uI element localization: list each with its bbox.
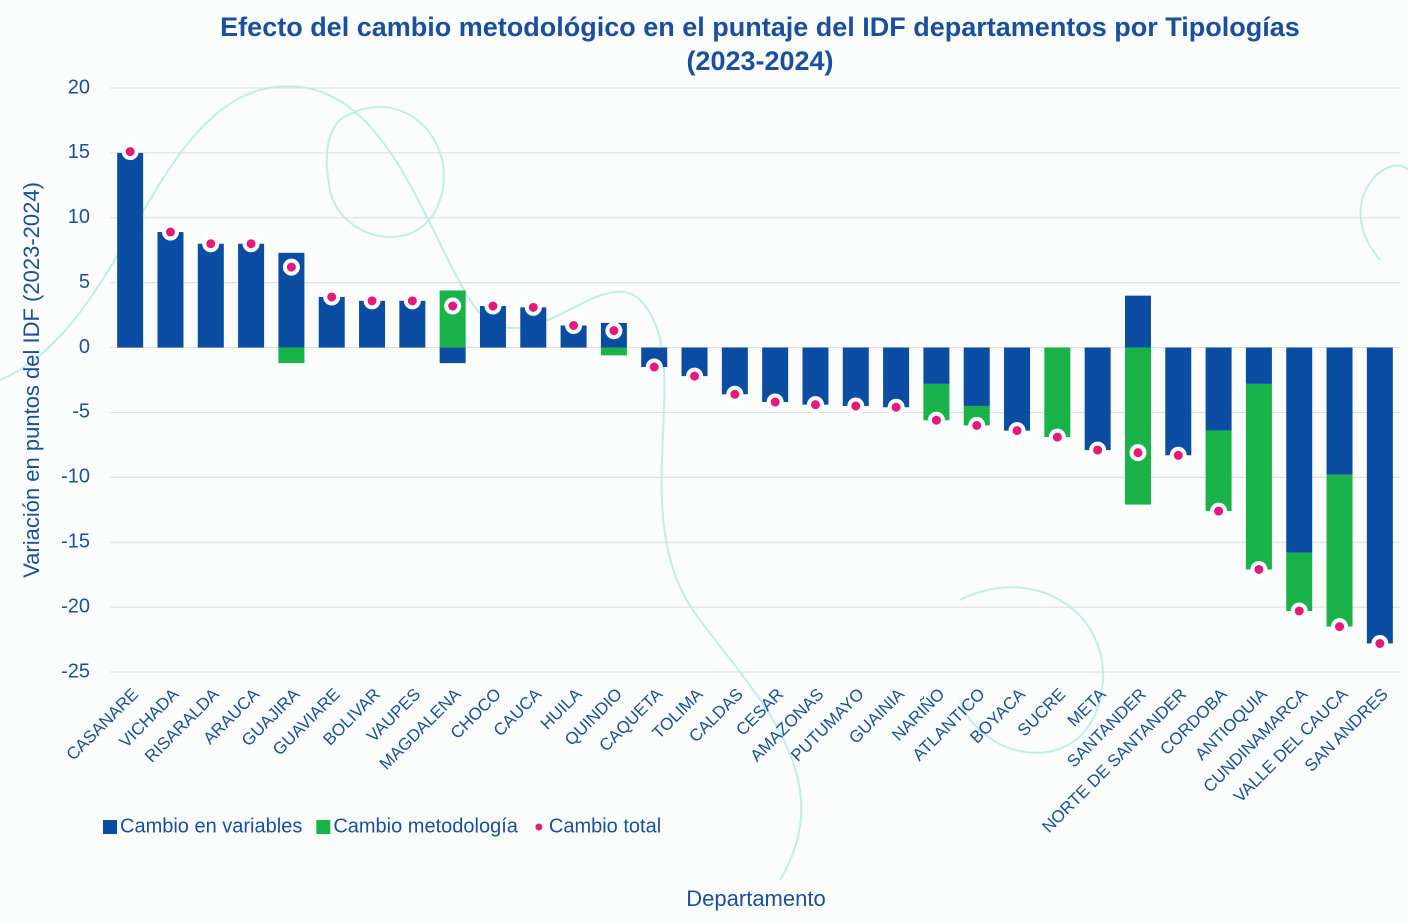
legend-label: Cambio en variables — [120, 815, 302, 837]
bar — [1286, 553, 1312, 611]
bar — [1246, 384, 1272, 570]
total-point — [809, 398, 822, 411]
bar — [964, 348, 990, 406]
bar — [1125, 348, 1151, 505]
bar — [278, 348, 304, 364]
total-point — [1252, 563, 1265, 576]
y-axis-title: Variación en puntos del IDF (2023-2024) — [19, 182, 44, 578]
bar — [1044, 348, 1070, 438]
y-tick-label: 15 — [68, 141, 90, 163]
total-point — [849, 399, 862, 412]
total-point — [486, 300, 499, 313]
bar — [802, 348, 828, 405]
total-point — [124, 145, 137, 158]
total-point — [648, 361, 661, 374]
bar — [883, 348, 909, 408]
total-point — [446, 300, 459, 313]
bar — [1327, 348, 1353, 475]
total-point — [970, 419, 983, 432]
total-point — [1212, 505, 1225, 518]
total-point — [406, 294, 419, 307]
y-tick-label: -15 — [61, 531, 90, 553]
total-point — [688, 370, 701, 383]
bar — [1206, 431, 1232, 511]
total-point — [366, 294, 379, 307]
bar — [601, 348, 627, 356]
total-point — [204, 237, 217, 250]
total-point — [1373, 637, 1386, 650]
y-tick-label: -10 — [61, 466, 90, 488]
bar — [1246, 348, 1272, 384]
legend-swatch — [316, 820, 330, 834]
bar — [1125, 296, 1151, 348]
total-point — [1091, 444, 1104, 457]
bar — [1206, 348, 1232, 431]
total-point — [285, 261, 298, 274]
bar — [440, 348, 466, 364]
total-point — [769, 396, 782, 409]
bar — [1085, 348, 1111, 451]
bar — [1327, 475, 1353, 627]
bar — [117, 153, 143, 348]
chart: Variación en puntos del IDF (2023-2024) … — [0, 0, 1408, 923]
bar — [1165, 348, 1191, 456]
legend-label: Cambio total — [549, 815, 661, 837]
y-tick-label: 5 — [79, 271, 90, 293]
page: Variación en puntos del IDF (2023-2024) … — [0, 0, 1408, 923]
y-tick-label: -20 — [61, 595, 90, 617]
bar — [1004, 348, 1030, 431]
total-point — [728, 388, 741, 401]
legend-marker — [534, 822, 544, 832]
legend-label: Cambio metodología — [333, 815, 518, 837]
bar — [923, 348, 949, 384]
total-point — [1172, 449, 1185, 462]
total-point — [890, 401, 903, 414]
total-point — [1333, 620, 1346, 633]
total-point — [245, 237, 258, 250]
bar — [198, 244, 224, 348]
y-tick-label: 20 — [68, 76, 90, 98]
total-point — [930, 414, 943, 427]
x-axis-title: Departamento — [686, 886, 825, 911]
bar — [238, 244, 264, 348]
background-decor — [0, 86, 1408, 880]
total-point — [1051, 431, 1064, 444]
y-tick-label: 10 — [68, 206, 90, 228]
total-point — [1131, 446, 1144, 459]
total-point — [1293, 605, 1306, 618]
total-point — [1011, 424, 1024, 437]
bar — [157, 232, 183, 348]
chart-title: Efecto del cambio metodológico en el pun… — [180, 10, 1340, 78]
total-point — [607, 324, 620, 337]
y-tick-label: 0 — [79, 336, 90, 358]
y-tick-label: -5 — [72, 401, 90, 423]
total-point — [325, 290, 338, 303]
total-point — [164, 226, 177, 239]
bar — [1367, 348, 1393, 644]
bar — [1286, 348, 1312, 553]
bar — [843, 348, 869, 406]
legend-swatch — [103, 820, 117, 834]
y-tick-label: -25 — [61, 660, 90, 682]
total-point — [567, 319, 580, 332]
total-point — [527, 301, 540, 314]
